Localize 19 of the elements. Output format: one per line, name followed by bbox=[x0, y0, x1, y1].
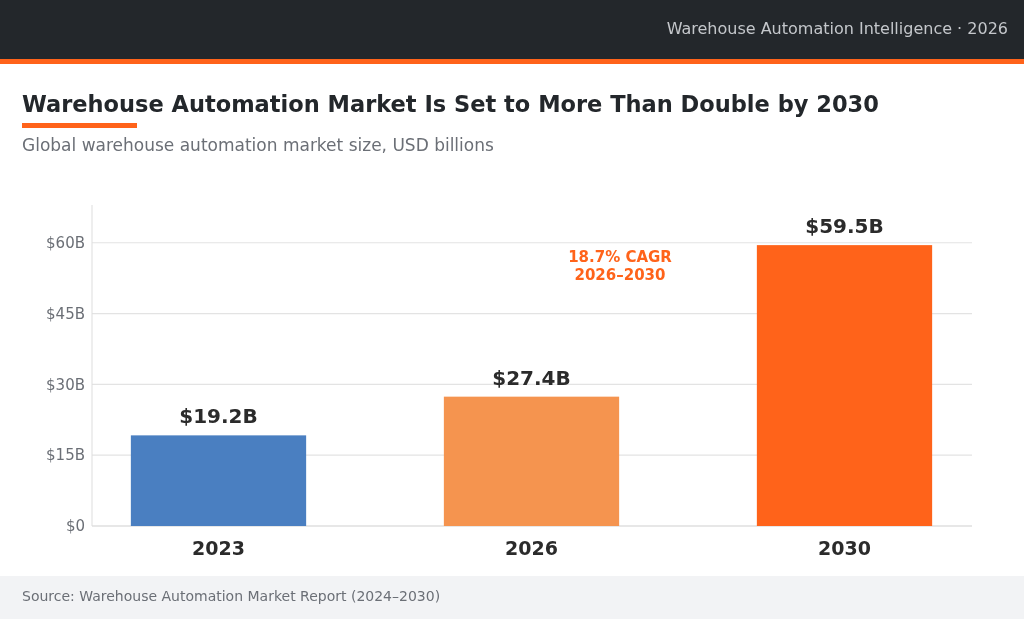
x-tick-label: 2026 bbox=[505, 536, 558, 559]
chart-subtitle: Global warehouse automation market size, USD billions bbox=[22, 135, 494, 155]
annotation: 18.7% CAGR 2026–2030 bbox=[568, 248, 673, 284]
data-label: $27.4B bbox=[492, 365, 571, 390]
source-note: Source: Warehouse Automation Market Report (2024–2030) bbox=[22, 588, 441, 604]
data-label: $59.5B bbox=[805, 214, 884, 239]
bar bbox=[756, 245, 933, 526]
y-tick-label: $15B bbox=[46, 446, 85, 465]
data-label: $19.2B bbox=[179, 404, 258, 429]
bar bbox=[130, 435, 307, 526]
y-tick-label: $30B bbox=[46, 375, 85, 394]
chart-title: Warehouse Automation Market Is Set to More Than Double by 2030 bbox=[22, 91, 879, 117]
x-tick-label: 2030 bbox=[818, 536, 871, 559]
x-tick-label: 2023 bbox=[192, 536, 245, 559]
y-tick-label: $60B bbox=[46, 234, 85, 253]
y-tick-label: $0 bbox=[65, 517, 85, 536]
text: Warehouse Automation Intelligence · 2026 bbox=[666, 19, 1008, 38]
y-tick-label: $45B bbox=[46, 304, 85, 323]
bar bbox=[443, 396, 620, 526]
